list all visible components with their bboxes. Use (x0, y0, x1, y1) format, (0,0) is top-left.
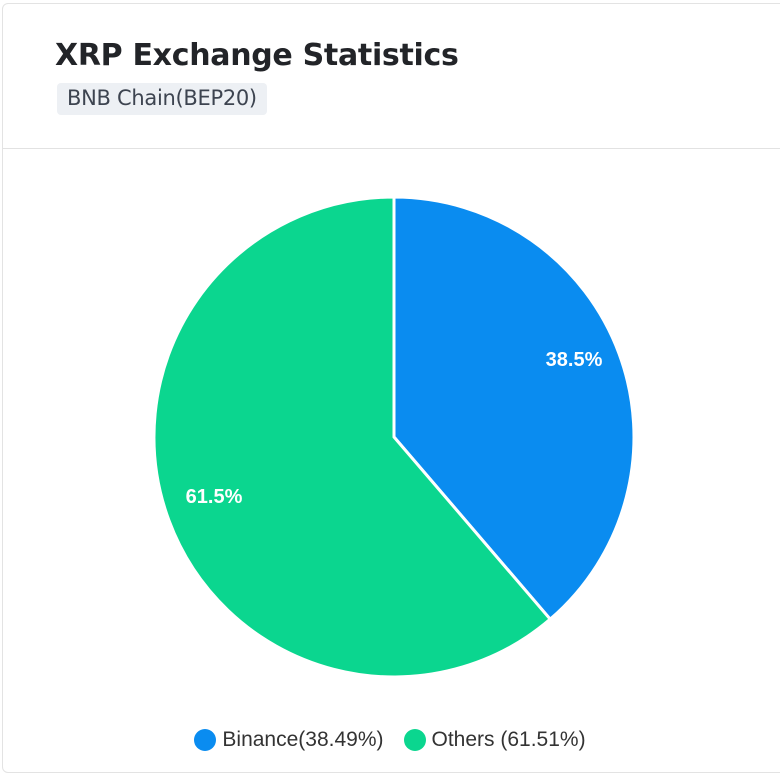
legend-item-others[interactable]: Others (61.51%) (403, 728, 586, 752)
legend-dot-binance-icon (194, 729, 217, 751)
slice-label-others: 61.5% (186, 486, 243, 508)
legend-dot-others-icon (403, 729, 426, 751)
card-title: XRP Exchange Statistics (55, 38, 459, 73)
card-header: XRP Exchange Statistics BNB Chain(BEP20) (3, 4, 780, 149)
chain-badge: BNB Chain(BEP20) (57, 83, 267, 115)
pie-slice-others[interactable] (152, 195, 553, 679)
pie-slice-binance[interactable] (392, 195, 636, 622)
slice-label-binance: 38.5% (546, 349, 603, 371)
legend-label-binance: Binance(38.49%) (222, 728, 384, 751)
legend-item-binance[interactable]: Binance(38.49%) (194, 728, 384, 752)
legend-label-others: Others (61.51%) (431, 728, 586, 751)
chart-legend: Binance(38.49%) Others (61.51%) (0, 728, 780, 752)
